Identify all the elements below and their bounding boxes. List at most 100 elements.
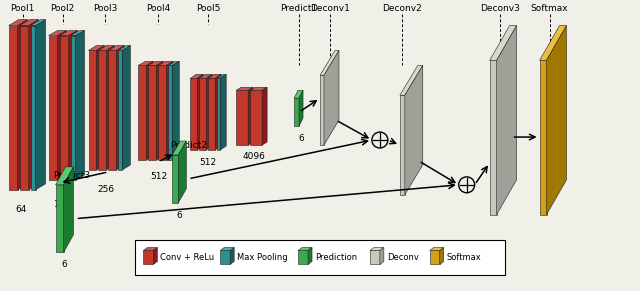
- Polygon shape: [208, 78, 215, 150]
- Text: 512: 512: [150, 172, 167, 181]
- Polygon shape: [70, 36, 76, 180]
- Polygon shape: [156, 61, 163, 160]
- Polygon shape: [63, 167, 74, 253]
- Polygon shape: [138, 61, 154, 65]
- Polygon shape: [172, 155, 179, 203]
- Text: Predict3: Predict3: [54, 171, 91, 180]
- Polygon shape: [9, 26, 18, 190]
- Text: Softmax: Softmax: [531, 3, 568, 13]
- Polygon shape: [320, 75, 324, 145]
- Polygon shape: [199, 74, 212, 78]
- Polygon shape: [20, 26, 29, 190]
- Text: Deconv3: Deconv3: [479, 3, 520, 13]
- Polygon shape: [540, 61, 547, 215]
- Text: Pool2: Pool2: [51, 3, 75, 13]
- Text: Predict1: Predict1: [280, 3, 317, 13]
- Polygon shape: [168, 65, 172, 160]
- Polygon shape: [547, 26, 566, 215]
- Polygon shape: [220, 251, 230, 265]
- Polygon shape: [29, 19, 38, 190]
- Polygon shape: [490, 61, 497, 215]
- Polygon shape: [197, 74, 204, 150]
- Text: 4096: 4096: [243, 152, 266, 161]
- Polygon shape: [294, 90, 303, 98]
- Text: Deconv2: Deconv2: [382, 3, 422, 13]
- Polygon shape: [172, 61, 179, 160]
- Polygon shape: [236, 90, 248, 145]
- Polygon shape: [250, 87, 267, 90]
- Polygon shape: [430, 248, 444, 251]
- Polygon shape: [190, 78, 197, 150]
- Text: 512: 512: [200, 158, 217, 167]
- Text: 6: 6: [298, 134, 304, 143]
- Polygon shape: [36, 19, 45, 190]
- Polygon shape: [49, 36, 58, 180]
- Polygon shape: [9, 19, 28, 26]
- Polygon shape: [380, 248, 384, 265]
- Polygon shape: [116, 45, 124, 170]
- Text: 6: 6: [177, 211, 182, 220]
- Polygon shape: [60, 31, 77, 36]
- Text: 128: 128: [54, 200, 71, 209]
- Polygon shape: [217, 78, 220, 150]
- Polygon shape: [208, 74, 221, 78]
- Polygon shape: [430, 251, 440, 265]
- Text: Pool5: Pool5: [196, 3, 220, 13]
- Polygon shape: [49, 31, 67, 36]
- Polygon shape: [220, 248, 234, 251]
- Polygon shape: [400, 95, 405, 195]
- Polygon shape: [56, 185, 63, 253]
- Polygon shape: [206, 74, 212, 150]
- Polygon shape: [400, 65, 423, 95]
- Polygon shape: [199, 78, 206, 150]
- Text: Pool4: Pool4: [146, 3, 170, 13]
- Text: Pool1: Pool1: [10, 3, 35, 13]
- Polygon shape: [299, 90, 303, 126]
- Polygon shape: [122, 45, 131, 170]
- Polygon shape: [60, 36, 68, 180]
- Polygon shape: [217, 74, 226, 78]
- Polygon shape: [88, 50, 97, 170]
- Polygon shape: [440, 248, 444, 265]
- Polygon shape: [262, 87, 267, 145]
- Polygon shape: [248, 87, 253, 145]
- Text: Predict2: Predict2: [170, 141, 207, 150]
- Polygon shape: [118, 45, 131, 50]
- Polygon shape: [324, 50, 339, 145]
- Polygon shape: [58, 31, 67, 180]
- Polygon shape: [158, 65, 166, 160]
- Polygon shape: [99, 50, 106, 170]
- Polygon shape: [118, 50, 122, 170]
- Text: Softmax: Softmax: [447, 253, 481, 262]
- Polygon shape: [370, 251, 380, 265]
- Polygon shape: [31, 26, 36, 190]
- Text: 6: 6: [61, 260, 67, 269]
- Polygon shape: [148, 65, 156, 160]
- Polygon shape: [158, 61, 173, 65]
- Polygon shape: [108, 50, 116, 170]
- Polygon shape: [68, 31, 77, 180]
- Polygon shape: [18, 19, 28, 190]
- Polygon shape: [138, 65, 147, 160]
- Polygon shape: [370, 248, 384, 251]
- Polygon shape: [70, 31, 84, 36]
- Polygon shape: [190, 74, 204, 78]
- Polygon shape: [154, 248, 157, 265]
- Polygon shape: [148, 61, 163, 65]
- Text: 64: 64: [15, 205, 26, 214]
- Polygon shape: [143, 251, 154, 265]
- Text: Max Pooling: Max Pooling: [237, 253, 288, 262]
- Polygon shape: [179, 141, 186, 203]
- Polygon shape: [97, 45, 104, 170]
- Polygon shape: [308, 248, 312, 265]
- Bar: [136, 239, 504, 275]
- Polygon shape: [294, 98, 299, 126]
- Polygon shape: [108, 45, 124, 50]
- Polygon shape: [220, 74, 226, 150]
- Text: Pool3: Pool3: [93, 3, 118, 13]
- Polygon shape: [497, 26, 516, 215]
- Polygon shape: [31, 19, 45, 26]
- Polygon shape: [20, 19, 38, 26]
- Polygon shape: [172, 141, 186, 155]
- Text: 256: 256: [97, 185, 114, 194]
